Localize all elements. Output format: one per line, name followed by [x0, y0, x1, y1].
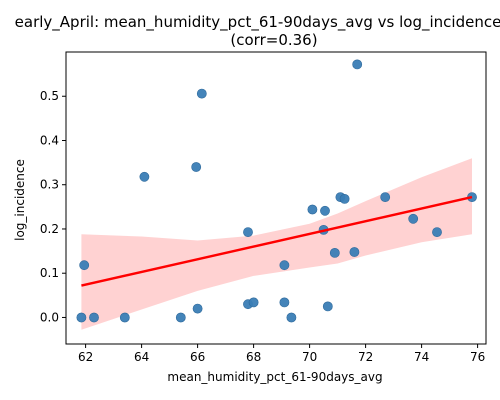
- x-tick-label: 72: [358, 350, 373, 364]
- plot-frame: [65, 51, 487, 345]
- confidence-band: [81, 158, 473, 330]
- data-point: [286, 312, 297, 323]
- data-point: [307, 204, 318, 215]
- data-point: [192, 303, 203, 314]
- data-point: [79, 260, 90, 271]
- data-point: [279, 297, 290, 308]
- data-point: [320, 205, 330, 216]
- x-tick-label: 74: [414, 350, 429, 364]
- chart-title: early_April: mean_humidity_pct_61-90days…: [15, 13, 500, 32]
- y-axis-label: log_incidence: [13, 159, 27, 241]
- x-tick-label: 66: [190, 350, 205, 364]
- data-point: [191, 162, 202, 172]
- data-point: [352, 59, 363, 70]
- data-point: [139, 171, 150, 182]
- data-points-layer: [76, 59, 477, 323]
- data-point: [329, 247, 340, 258]
- y-tick-label: 0.1: [40, 266, 59, 280]
- x-tick-label: 62: [78, 350, 93, 364]
- data-point: [322, 301, 333, 312]
- regression-line: [81, 195, 473, 287]
- data-point: [196, 88, 207, 99]
- confidence-band-layer: [81, 158, 473, 330]
- data-point: [408, 213, 419, 224]
- x-axis-ticks: 62 64 66 68 70 72 74 76: [78, 344, 485, 364]
- data-point: [248, 297, 259, 308]
- data-point: [349, 247, 360, 257]
- x-tick-label: 76: [470, 350, 485, 364]
- x-tick-label: 70: [302, 350, 317, 364]
- x-tick-label: 68: [246, 350, 261, 364]
- y-tick-label: 0.5: [40, 89, 59, 103]
- data-point: [339, 193, 350, 204]
- data-point: [279, 260, 290, 271]
- y-tick-label: 0.0: [40, 310, 59, 324]
- data-point: [432, 227, 442, 237]
- x-tick-label: 64: [134, 350, 149, 364]
- data-point: [380, 192, 391, 202]
- regression-line-layer: [81, 195, 473, 287]
- y-axis-ticks: 0.0 0.1 0.2 0.3 0.4 0.5: [40, 89, 66, 324]
- data-point: [243, 227, 253, 237]
- data-point: [175, 312, 186, 323]
- y-tick-label: 0.3: [40, 178, 59, 192]
- y-tick-label: 0.4: [40, 133, 59, 147]
- data-point: [89, 312, 99, 323]
- chart-subtitle: (corr=0.36): [230, 31, 317, 49]
- x-axis-label: mean_humidity_pct_61-90days_avg: [167, 370, 382, 384]
- y-tick-label: 0.2: [40, 222, 59, 236]
- data-point: [119, 312, 130, 323]
- data-point: [76, 312, 87, 323]
